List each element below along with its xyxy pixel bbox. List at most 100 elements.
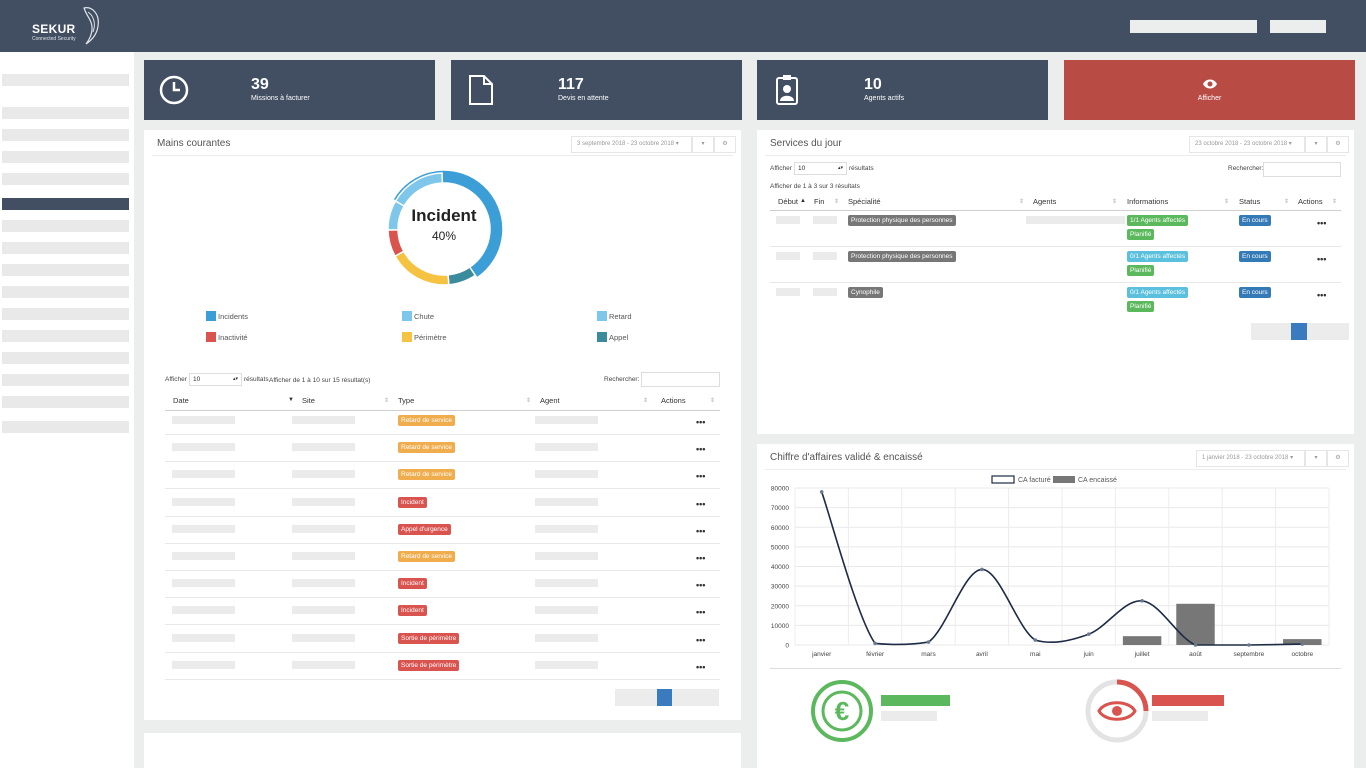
sort-icon[interactable]: ⇕	[1019, 199, 1025, 205]
row-actions-icon[interactable]: •••	[696, 607, 706, 618]
page-size-select[interactable]: 10 ▴▾	[794, 162, 847, 175]
tile-afficher[interactable]: Afficher	[1064, 60, 1355, 120]
sidebar-item[interactable]	[2, 107, 129, 119]
pagination-current[interactable]	[657, 689, 672, 706]
sidebar-item[interactable]	[2, 352, 129, 364]
logout-placeholder[interactable]	[1270, 20, 1326, 33]
sort-icon[interactable]: ⇕	[384, 398, 390, 404]
legend-label-ca-encaisse[interactable]: CA encaissé	[1078, 477, 1117, 484]
column-header-fin[interactable]: Fin	[814, 197, 825, 206]
column-header-type[interactable]: Type	[398, 396, 415, 405]
line-point[interactable]	[1193, 643, 1198, 647]
dropdown-button[interactable]: ▾	[1305, 136, 1327, 153]
sort-icon[interactable]: ⇕	[1284, 199, 1290, 205]
logo[interactable]: SEKUR Connected Security	[30, 7, 110, 46]
column-header-date[interactable]: Date	[173, 396, 189, 405]
line-point[interactable]	[1033, 638, 1038, 642]
sort-icon[interactable]: ⇕	[834, 199, 840, 205]
sidebar-item[interactable]	[2, 308, 129, 320]
user-menu-placeholder[interactable]	[1130, 20, 1257, 33]
sort-icon[interactable]: ⇕	[1224, 199, 1230, 205]
sidebar-item[interactable]	[2, 220, 129, 232]
line-point[interactable]	[1086, 632, 1091, 637]
page-size-select[interactable]: 10 ▴▾	[189, 373, 242, 386]
line-point[interactable]	[819, 490, 824, 494]
sidebar-item[interactable]	[2, 330, 129, 342]
row-actions-icon[interactable]: •••	[696, 471, 706, 482]
column-header-informations[interactable]: Informations	[1127, 197, 1169, 206]
row-actions-icon[interactable]: •••	[1317, 218, 1327, 228]
column-header-site[interactable]: Site	[302, 396, 315, 405]
date-range-picker[interactable]: 23 octobre 2018 - 23 octobre 2018 ▾	[1189, 136, 1305, 153]
row-actions-icon[interactable]: •••	[696, 417, 706, 427]
bar-ca-encaisse[interactable]	[1283, 639, 1322, 645]
column-header-agent[interactable]: Agent	[540, 396, 560, 405]
row-actions-icon[interactable]: •••	[1317, 254, 1327, 264]
pagination-current[interactable]	[1291, 323, 1307, 340]
line-point[interactable]	[1140, 599, 1144, 603]
tile-agents[interactable]: 10 Agents actifs	[757, 60, 1048, 120]
line-point[interactable]	[1247, 643, 1251, 647]
search-input[interactable]	[1263, 162, 1341, 177]
sidebar-item-active[interactable]	[2, 198, 129, 210]
legend-label[interactable]: Incidents	[218, 312, 249, 321]
sort-icon[interactable]: ⇕	[643, 398, 649, 404]
sort-desc-icon[interactable]: ▼	[288, 397, 294, 403]
sidebar-item[interactable]	[2, 374, 129, 386]
legend-label[interactable]: Appel	[609, 333, 629, 342]
dropdown-button[interactable]: ▾	[1305, 450, 1327, 467]
sidebar-item[interactable]	[2, 129, 129, 141]
bar-ca-encaisse[interactable]	[1122, 636, 1162, 645]
sidebar-item[interactable]	[2, 286, 129, 298]
bar-ca-encaisse[interactable]	[1176, 603, 1215, 645]
row-actions-icon[interactable]: •••	[696, 498, 706, 509]
sidebar-item[interactable]	[2, 421, 129, 433]
legend-label[interactable]: Chute	[414, 312, 435, 321]
tile-devis[interactable]: 117 Devis en attente	[451, 60, 742, 120]
search-input[interactable]	[641, 372, 720, 387]
row-actions-icon[interactable]: •••	[696, 661, 706, 672]
donut-chart[interactable]	[383, 168, 505, 290]
column-header-actions[interactable]: Actions	[1298, 197, 1323, 206]
sidebar-item[interactable]	[2, 151, 129, 163]
legend-label[interactable]: Inactivité	[218, 333, 248, 342]
column-header-specialite[interactable]: Spécialité	[848, 197, 881, 206]
tile-missions[interactable]: 39 Missions à facturer	[144, 60, 435, 120]
sidebar-item[interactable]	[2, 242, 129, 254]
row-actions-icon[interactable]: •••	[696, 525, 706, 536]
row-actions-icon[interactable]: •••	[696, 580, 706, 591]
row-actions-icon[interactable]: •••	[696, 444, 706, 455]
column-header-actions[interactable]: Actions	[661, 396, 686, 405]
line-point[interactable]	[926, 640, 931, 644]
sort-icon[interactable]: ⇕	[1332, 199, 1338, 205]
line-point[interactable]	[980, 567, 984, 572]
column-header-debut[interactable]: Début	[778, 197, 799, 206]
row-actions-icon[interactable]: •••	[696, 553, 706, 563]
sidebar-item[interactable]	[2, 173, 129, 185]
sort-icon[interactable]: ⇕	[526, 398, 532, 404]
dropdown-button[interactable]: ▾	[692, 136, 714, 153]
legend-label-ca-facture[interactable]: CA facturé	[1018, 477, 1051, 484]
date-range-picker[interactable]: 3 septembre 2018 - 23 octobre 2018 ▾	[571, 136, 692, 153]
line-point[interactable]	[873, 641, 877, 646]
euro-gauge[interactable]: €	[810, 679, 874, 743]
row-actions-icon[interactable]: •••	[696, 634, 706, 645]
settings-icon[interactable]: ⚙	[1327, 136, 1349, 153]
sort-icon[interactable]: ⇕	[710, 398, 716, 404]
column-header-agents[interactable]: Agents	[1033, 197, 1057, 206]
line-point[interactable]	[1300, 642, 1305, 646]
sort-icon[interactable]: ⇕	[1112, 199, 1118, 205]
sidebar-item[interactable]	[2, 264, 129, 276]
legend-label[interactable]: Retard	[609, 312, 632, 321]
eye-gauge[interactable]	[1085, 679, 1149, 743]
date-range-picker[interactable]: 1 janvier 2018 - 23 octobre 2018 ▾	[1196, 450, 1305, 467]
sort-asc-icon[interactable]: ▲	[800, 198, 806, 204]
column-header-status[interactable]: Status	[1239, 197, 1261, 206]
ca-chart[interactable]: CA facturé CA encaissé 80000 70000 60000 5000…	[757, 472, 1354, 668]
legend-label[interactable]: Périmètre	[414, 333, 447, 342]
settings-icon[interactable]: ⚙	[1327, 450, 1349, 467]
sidebar-item[interactable]	[2, 396, 129, 408]
sidebar-item[interactable]	[2, 74, 129, 86]
row-actions-icon[interactable]: •••	[1317, 290, 1327, 300]
settings-icon[interactable]: ⚙	[714, 136, 736, 153]
